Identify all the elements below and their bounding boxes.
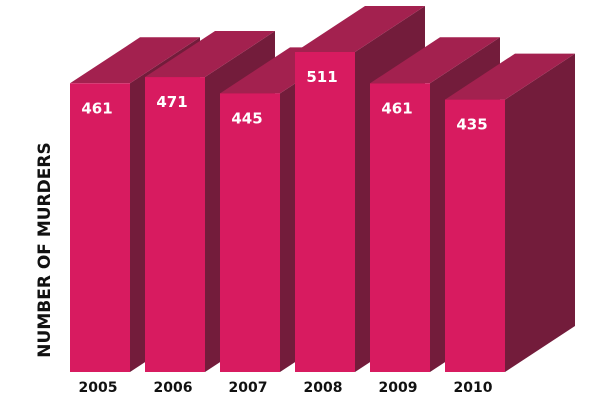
x-tick-label: 2005 xyxy=(79,380,118,396)
bar-front-face xyxy=(145,77,205,373)
data-label: 511 xyxy=(306,68,337,86)
x-tick-label: 2009 xyxy=(379,380,418,396)
bar-side-face xyxy=(505,53,575,372)
bar-top-face xyxy=(295,6,425,52)
bar-top-face xyxy=(445,53,575,100)
x-tick-label: 2010 xyxy=(454,380,493,396)
x-tick-label: 2008 xyxy=(304,380,343,396)
bar-top-face xyxy=(145,31,275,78)
bar-top-face xyxy=(70,37,200,84)
bar-front-face xyxy=(70,83,130,372)
data-label: 461 xyxy=(81,99,112,117)
bar-front-face xyxy=(445,99,505,372)
y-axis-title: NUMBER OF MURDERS xyxy=(35,142,55,357)
bar-2010: 435 xyxy=(445,53,575,372)
bar-top-face xyxy=(370,37,500,84)
data-label: 471 xyxy=(156,93,187,111)
bars-group: 461 471 445 511 461 435 xyxy=(70,6,575,373)
x-tick-label: 2006 xyxy=(154,380,193,396)
bar-front-face xyxy=(295,52,355,372)
data-label: 445 xyxy=(231,109,262,127)
x-axis-tick-labels: 2005 2006 2007 2008 2009 2010 xyxy=(79,380,493,396)
bar-front-face xyxy=(370,83,430,372)
bar-front-face xyxy=(220,93,280,373)
data-label: 461 xyxy=(381,99,412,117)
data-label: 435 xyxy=(456,116,487,134)
x-tick-label: 2007 xyxy=(229,380,268,396)
